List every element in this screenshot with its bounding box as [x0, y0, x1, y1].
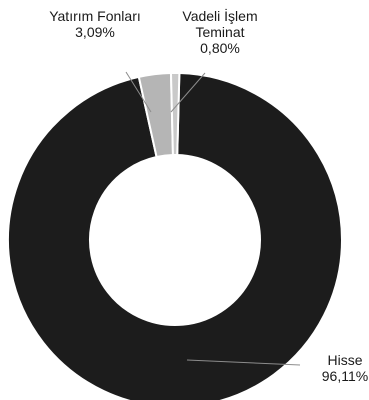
leader-line-2 — [170, 72, 206, 113]
donut-slice-0 — [7, 72, 343, 400]
leader-line-1 — [125, 71, 152, 113]
slice-label-2-line-2: 0,80% — [200, 40, 240, 56]
leader-line-0 — [186, 359, 301, 366]
slices-layer — [7, 72, 343, 400]
slice-label-0-line-1: 96,11% — [322, 368, 368, 384]
slice-label-1-line-0: Yatırım Fonları — [49, 8, 141, 24]
slice-label-2-line-1: Teminat — [195, 24, 244, 40]
slice-label-2: Vadeli İşlem Teminat 0,80% — [182, 7, 257, 56]
leader-lines-layer — [125, 71, 301, 366]
slice-label-1: Yatırım Fonları 3,09% — [49, 8, 141, 40]
slice-label-0: Hisse 96,11% — [322, 352, 368, 384]
slice-label-2-line-0: Vadeli İşlem — [182, 7, 257, 24]
slice-label-1-line-1: 3,09% — [75, 24, 115, 40]
labels-layer: Hisse 96,11% Yatırım Fonları 3,09% Vadeli İş… — [49, 7, 368, 384]
donut-slice-2 — [169, 72, 181, 157]
slice-label-0-line-0: Hisse — [327, 352, 362, 368]
